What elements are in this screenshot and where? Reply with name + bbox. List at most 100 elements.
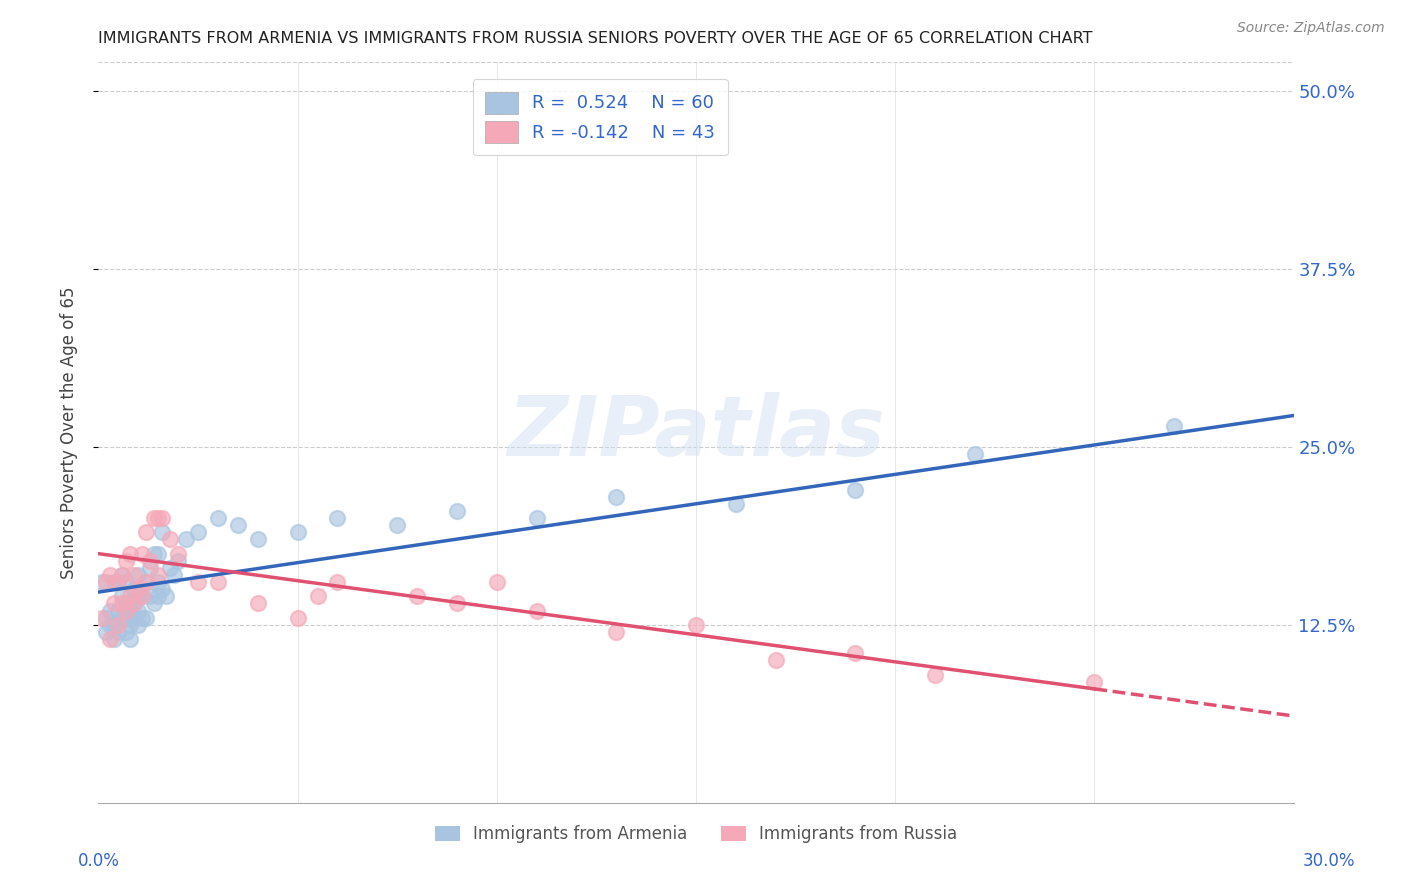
Point: [526, 604, 548, 618]
Point: [446, 597, 468, 611]
Point: [135, 525, 157, 540]
Point: [115, 624, 138, 639]
Point: [111, 568, 134, 582]
Point: [163, 568, 186, 582]
Point: [115, 604, 138, 618]
Point: [96, 575, 118, 590]
Point: [103, 617, 125, 632]
Point: [485, 575, 508, 590]
Text: IMMIGRANTS FROM ARMENIA VS IMMIGRANTS FROM RUSSIA SENIORS POVERTY OVER THE AGE O: IMMIGRANTS FROM ARMENIA VS IMMIGRANTS FR…: [98, 31, 1092, 46]
Point: [307, 590, 329, 604]
Point: [187, 525, 209, 540]
Point: [124, 597, 146, 611]
Point: [98, 617, 122, 632]
Point: [159, 533, 181, 547]
Point: [187, 575, 209, 590]
Point: [446, 504, 468, 518]
Point: [287, 610, 309, 624]
Point: [111, 610, 134, 624]
Legend: Immigrants from Armenia, Immigrants from Russia: Immigrants from Armenia, Immigrants from…: [427, 819, 965, 850]
Point: [287, 525, 309, 540]
Text: 0.0%: 0.0%: [77, 852, 120, 870]
Point: [120, 547, 142, 561]
Point: [207, 511, 229, 525]
Point: [115, 597, 138, 611]
Point: [131, 590, 153, 604]
Point: [127, 617, 149, 632]
Point: [107, 604, 129, 618]
Point: [135, 575, 157, 590]
Text: ZIPatlas: ZIPatlas: [508, 392, 884, 473]
Point: [96, 610, 118, 624]
Point: [124, 597, 146, 611]
Point: [139, 561, 162, 575]
Point: [127, 604, 149, 618]
Point: [155, 590, 177, 604]
Point: [159, 561, 181, 575]
Point: [103, 632, 125, 646]
Point: [226, 518, 249, 533]
Text: 30.0%: 30.0%: [1302, 852, 1355, 870]
Point: [148, 547, 170, 561]
Point: [406, 590, 429, 604]
Point: [115, 575, 138, 590]
Point: [124, 610, 146, 624]
Point: [167, 554, 190, 568]
Point: [107, 624, 129, 639]
Point: [131, 590, 153, 604]
Point: [91, 610, 114, 624]
Point: [724, 497, 747, 511]
Point: [98, 568, 122, 582]
Point: [150, 582, 173, 597]
Point: [143, 511, 166, 525]
Point: [148, 568, 170, 582]
Y-axis label: Seniors Poverty Over the Age of 65: Seniors Poverty Over the Age of 65: [59, 286, 77, 579]
Point: [120, 617, 142, 632]
Point: [111, 568, 134, 582]
Point: [605, 490, 627, 504]
Point: [107, 575, 129, 590]
Point: [526, 511, 548, 525]
Point: [150, 525, 173, 540]
Point: [844, 483, 866, 497]
Point: [143, 547, 166, 561]
Point: [148, 511, 170, 525]
Point: [143, 597, 166, 611]
Point: [246, 597, 269, 611]
Point: [107, 617, 129, 632]
Point: [131, 610, 153, 624]
Point: [148, 590, 170, 604]
Point: [120, 590, 142, 604]
Point: [120, 632, 142, 646]
Point: [385, 518, 409, 533]
Point: [135, 575, 157, 590]
Point: [605, 624, 627, 639]
Point: [150, 511, 173, 525]
Point: [148, 575, 170, 590]
Point: [174, 533, 197, 547]
Point: [127, 582, 149, 597]
Point: [115, 610, 138, 624]
Text: Source: ZipAtlas.com: Source: ZipAtlas.com: [1237, 21, 1385, 35]
Point: [124, 568, 146, 582]
Point: [111, 590, 134, 604]
Point: [103, 575, 125, 590]
Point: [167, 547, 190, 561]
Point: [131, 547, 153, 561]
Point: [107, 575, 129, 590]
Point: [1163, 418, 1185, 433]
Point: [124, 582, 146, 597]
Point: [765, 653, 787, 667]
Point: [326, 511, 349, 525]
Point: [326, 575, 349, 590]
Point: [127, 590, 149, 604]
Point: [111, 597, 134, 611]
Point: [96, 624, 118, 639]
Point: [139, 554, 162, 568]
Point: [924, 667, 946, 681]
Point: [120, 604, 142, 618]
Point: [139, 590, 162, 604]
Point: [98, 604, 122, 618]
Point: [115, 554, 138, 568]
Point: [127, 568, 149, 582]
